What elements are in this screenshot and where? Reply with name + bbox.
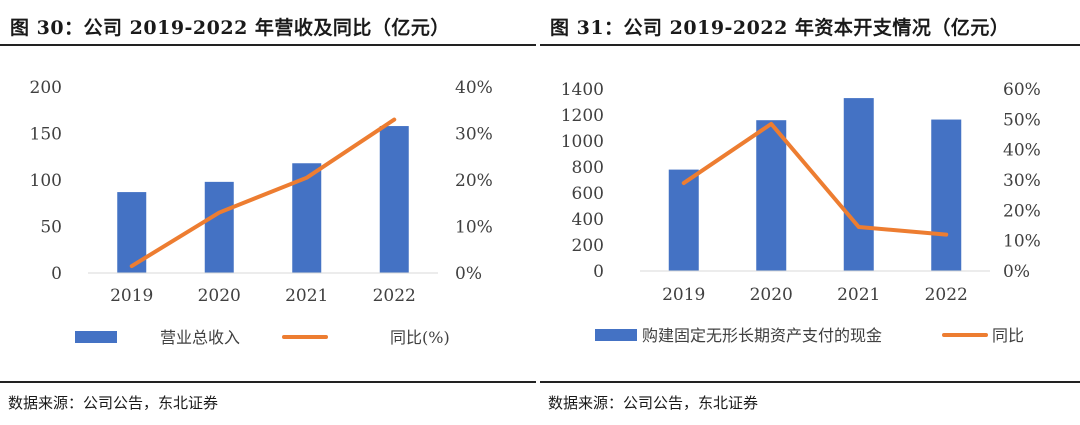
y2-tick-label: 20% <box>455 171 493 191</box>
figure-title: 图 31：公司 2019-2022 年资本开支情况（亿元） <box>550 17 1010 39</box>
y-tick-label: 1000 <box>561 132 604 152</box>
x-tick-label: 2020 <box>750 285 793 305</box>
legend-swatch-bar <box>595 329 637 341</box>
y2-tick-label: 0% <box>455 264 482 284</box>
y-tick-label: 200 <box>572 236 604 256</box>
title-rule <box>540 44 1080 46</box>
y-tick-label: 800 <box>572 158 604 178</box>
bar <box>379 126 409 273</box>
y-tick-label: 200 <box>30 78 62 98</box>
legend-label: 营业总收入 <box>160 328 240 347</box>
series-line <box>129 117 397 269</box>
y2-tick-label: 40% <box>1003 141 1041 161</box>
bar <box>931 119 962 271</box>
y2-tick-label: 40% <box>455 78 493 98</box>
y2-tick-label: 60% <box>1003 80 1041 100</box>
y-tick-label: 150 <box>30 125 62 145</box>
figure-title: 图 30：公司 2019-2022 年营收及同比（亿元） <box>10 17 450 39</box>
bar <box>756 120 787 271</box>
y-tick-label: 100 <box>30 171 62 191</box>
x-tick-label: 2022 <box>925 285 968 305</box>
chart-revenue: 0 50 100 150 200 0% 10% 20% 30% 40% 2019 2020 2021 20… <box>30 78 493 347</box>
y-tick-label: 600 <box>572 184 604 204</box>
y2-tick-label: 10% <box>455 218 493 238</box>
y-tick-label: 1200 <box>561 106 604 126</box>
x-tick-label: 2020 <box>198 286 241 306</box>
y-tick-label: 0 <box>593 262 604 282</box>
legend-swatch-bar <box>75 331 117 343</box>
x-tick-label: 2021 <box>285 286 328 306</box>
y2-tick-label: 30% <box>1003 171 1041 191</box>
y2-tick-label: 20% <box>1003 201 1041 221</box>
x-tick-label: 2019 <box>110 286 153 306</box>
bar <box>843 98 874 271</box>
source-note: 数据来源：公司公告，东北证券 <box>548 394 759 412</box>
source-note: 数据来源：公司公告，东北证券 <box>8 394 219 412</box>
bar <box>668 169 699 271</box>
source-rule <box>540 381 1080 383</box>
x-tick-label: 2022 <box>373 286 416 306</box>
source-rule <box>0 381 536 383</box>
y2-tick-label: 10% <box>1003 232 1041 252</box>
y2-tick-label: 0% <box>1003 262 1030 282</box>
x-tick-label: 2021 <box>837 285 880 305</box>
legend-label: 同比(%) <box>390 328 450 347</box>
chart-panel-revenue: 图 30：公司 2019-2022 年营收及同比（亿元） 0 50 100 150 20… <box>0 0 536 425</box>
y-tick-label: 400 <box>572 210 604 230</box>
y-tick-label: 50 <box>40 218 62 238</box>
legend-label: 购建固定无形长期资产支付的现金 <box>642 326 882 345</box>
y2-tick-label: 50% <box>1003 110 1041 130</box>
y-tick-label: 1400 <box>561 80 604 100</box>
x-tick-label: 2019 <box>662 285 705 305</box>
title-rule <box>0 44 536 46</box>
chart-panel-capex: 图 31：公司 2019-2022 年资本开支情况（亿元） 0 200 400 600… <box>540 0 1080 425</box>
y-tick-label: 0 <box>51 264 62 284</box>
legend-label: 同比 <box>992 326 1024 345</box>
series-line <box>681 121 949 237</box>
chart-capex: 0 200 400 600 800 1000 1200 1400 0% 10% 20% 30% 40% 5… <box>561 80 1041 345</box>
y2-tick-label: 30% <box>455 125 493 145</box>
bar <box>204 181 234 273</box>
